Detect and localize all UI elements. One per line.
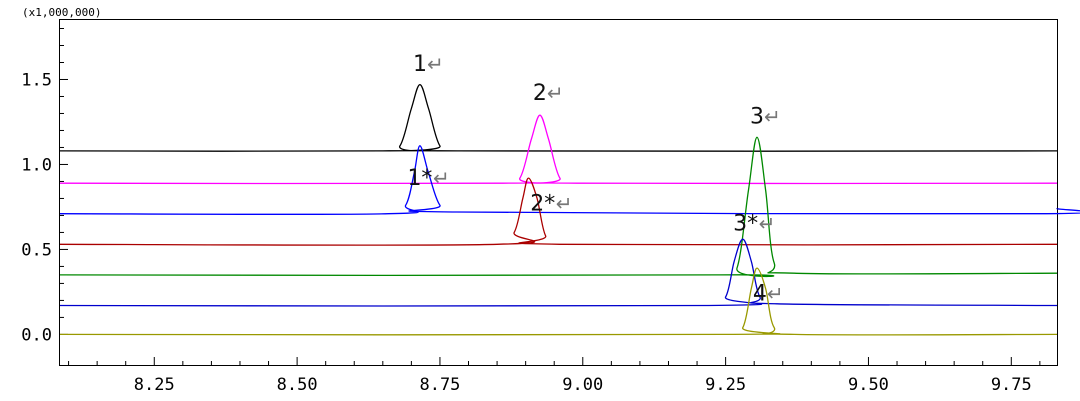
peak-annotation: 2 ↵ <box>533 81 564 106</box>
annotation-layer: 1 ↵2 ↵3 ↵1* ↵2* ↵3* ↵4 ↵ <box>407 52 783 306</box>
return-mark-icon: ↵ <box>759 212 776 236</box>
x-tick-label: 8.50 <box>277 375 318 395</box>
y-tick-label: 0.5 <box>21 240 52 260</box>
y-tick-label: 1.0 <box>21 155 52 175</box>
x-tick-label: 8.75 <box>419 375 460 395</box>
plot-frame <box>59 19 1058 366</box>
x-tick-label: 9.25 <box>705 375 746 395</box>
return-mark-icon: ↵ <box>547 81 564 105</box>
return-mark-icon: ↵ <box>556 191 573 215</box>
series-line-4 <box>59 177 1058 246</box>
series-line-1 <box>59 83 1058 152</box>
peak-label: 4 <box>753 281 767 306</box>
peak-annotation: 3 ↵ <box>750 105 781 130</box>
return-mark-icon: ↵ <box>767 281 784 305</box>
peak-annotation: 3* ↵ <box>733 212 775 237</box>
return-mark-icon: ↵ <box>764 105 781 129</box>
peak-label: 2 <box>533 81 547 106</box>
x-tick-label: 9.50 <box>848 375 889 395</box>
peak-annotation: 2* ↵ <box>530 191 572 216</box>
y-tick-label: 1.5 <box>21 70 52 90</box>
peak-label: 1 <box>413 52 427 77</box>
x-tick-label: 8.25 <box>134 375 175 395</box>
return-mark-icon: ↵ <box>433 166 450 190</box>
peak-annotation: 1* ↵ <box>407 166 449 191</box>
y-axis: 0.0 0.5 1.0 1.5 <box>21 27 68 345</box>
peak-label: 1* <box>407 166 432 191</box>
series-line-3 <box>59 145 1080 216</box>
series-line-5 <box>59 136 1058 278</box>
peak-label: 3 <box>750 105 764 130</box>
series-layer <box>59 83 1080 336</box>
y-tick-label: 0.0 <box>21 325 52 345</box>
peak-label: 2* <box>530 191 555 216</box>
x-tick-label: 9.00 <box>562 375 603 395</box>
y-multiplier-label: (x1,000,000) <box>22 6 101 19</box>
peak-annotation: 1 ↵ <box>413 52 444 77</box>
series-line-2 <box>59 114 1058 185</box>
peak-annotation: 4 ↵ <box>753 281 784 306</box>
series-line-7 <box>59 267 1058 336</box>
x-tick-label: 9.75 <box>991 375 1032 395</box>
x-axis: 8.25 8.50 8.75 9.00 9.25 9.50 9.75 <box>68 357 1041 395</box>
return-mark-icon: ↵ <box>427 52 444 76</box>
series-line-6 <box>59 238 1058 307</box>
peak-label: 3* <box>733 212 758 237</box>
